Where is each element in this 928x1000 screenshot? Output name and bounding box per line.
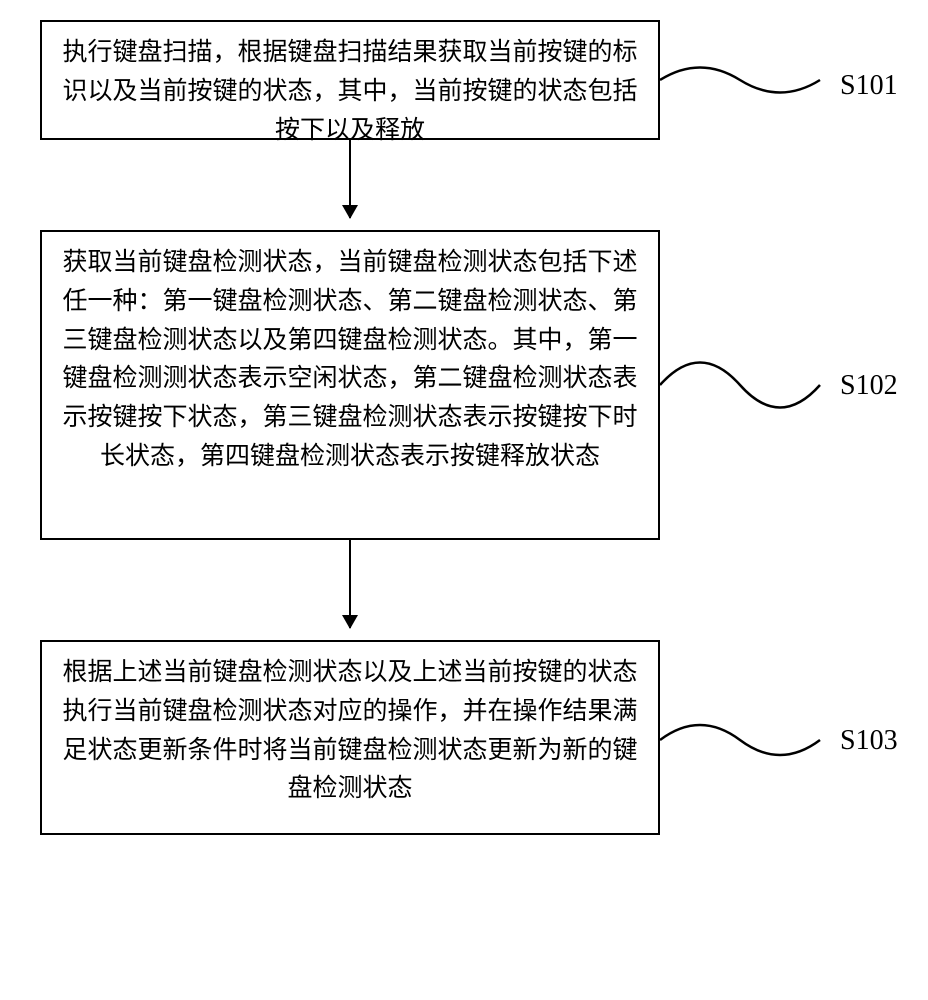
step-text: 根据上述当前键盘检测状态以及上述当前按键的状态执行当前键盘检测状态对应的操作，并… (62, 659, 637, 802)
flow-arrow-1 (349, 140, 351, 218)
step-label-s101: S101 (840, 70, 898, 102)
connector-wave-s103 (660, 700, 860, 780)
connector-wave-s102 (660, 320, 860, 450)
flowchart-step-s103: 根据上述当前键盘检测状态以及上述当前按键的状态执行当前键盘检测状态对应的操作，并… (40, 640, 660, 835)
step-label-s102: S102 (840, 370, 898, 402)
flow-arrow-2 (349, 540, 351, 628)
step-text: 获取当前键盘检测状态，当前键盘检测状态包括下述任一种：第一键盘检测状态、第二键盘… (62, 249, 637, 470)
step-text: 执行键盘扫描，根据键盘扫描结果获取当前按键的标识以及当前按键的状态，其中，当前按… (62, 39, 637, 144)
step-label-s103: S103 (840, 725, 898, 757)
flowchart-step-s102: 获取当前键盘检测状态，当前键盘检测状态包括下述任一种：第一键盘检测状态、第二键盘… (40, 230, 660, 540)
flowchart-step-s101: 执行键盘扫描，根据键盘扫描结果获取当前按键的标识以及当前按键的状态，其中，当前按… (40, 20, 660, 140)
connector-wave-s101 (660, 50, 860, 130)
